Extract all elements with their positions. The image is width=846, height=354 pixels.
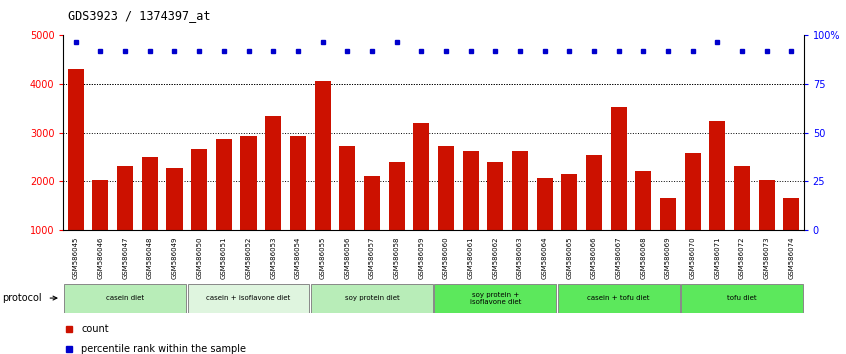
Bar (216, 139, 232, 279)
Bar (142, 157, 158, 279)
Bar (611, 107, 627, 279)
Bar (191, 149, 207, 279)
Text: tofu diet: tofu diet (728, 295, 757, 301)
Bar (311, 284, 433, 313)
Bar (684, 153, 700, 279)
Bar (512, 151, 528, 279)
Bar (265, 116, 281, 279)
Bar (413, 123, 429, 279)
Bar (92, 181, 108, 279)
Bar (117, 166, 133, 279)
Bar (734, 166, 750, 279)
Bar (660, 199, 676, 279)
Bar (64, 284, 186, 313)
Text: protocol: protocol (3, 293, 42, 303)
Bar (536, 178, 552, 279)
Bar (635, 171, 651, 279)
Bar (783, 199, 799, 279)
Bar (586, 155, 602, 279)
Text: casein + isoflavone diet: casein + isoflavone diet (206, 295, 291, 301)
Bar (167, 168, 183, 279)
Bar (438, 146, 454, 279)
Bar (240, 136, 256, 279)
Bar (290, 136, 306, 279)
Text: percentile rank within the sample: percentile rank within the sample (81, 344, 246, 354)
Text: count: count (81, 324, 109, 334)
Text: GDS3923 / 1374397_at: GDS3923 / 1374397_at (68, 9, 210, 22)
Bar (487, 162, 503, 279)
Text: soy protein +
isoflavone diet: soy protein + isoflavone diet (470, 292, 521, 305)
Bar (364, 176, 380, 279)
Bar (463, 151, 479, 279)
Bar (388, 162, 404, 279)
Bar (315, 81, 331, 279)
Bar (681, 284, 803, 313)
Bar (68, 69, 84, 279)
Text: soy protein diet: soy protein diet (344, 295, 399, 301)
Bar (188, 284, 310, 313)
Bar (709, 121, 725, 279)
Text: casein + tofu diet: casein + tofu diet (587, 295, 650, 301)
Bar (759, 181, 775, 279)
Bar (434, 284, 556, 313)
Bar (558, 284, 679, 313)
Text: casein diet: casein diet (106, 295, 144, 301)
Bar (561, 174, 577, 279)
Bar (339, 147, 355, 279)
